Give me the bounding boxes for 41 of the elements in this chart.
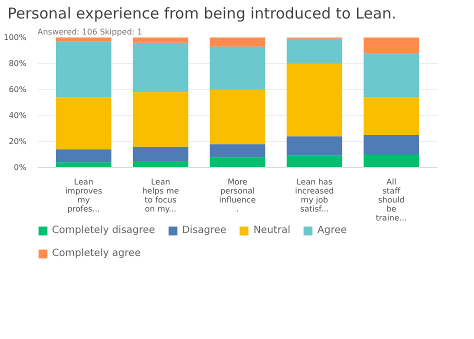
- bar: [210, 46, 266, 90]
- y-tick-label: 60%: [8, 85, 27, 94]
- legend-label: Completely agree: [52, 248, 141, 259]
- bar: [56, 41, 112, 98]
- bar: [56, 149, 112, 162]
- y-tick-label: 80%: [8, 59, 27, 68]
- y-tick-label: 20%: [8, 137, 27, 146]
- x-tick-label: Lean helps me to focus on my...: [142, 178, 180, 214]
- bar: [286, 38, 342, 64]
- bar: [364, 53, 420, 98]
- x-tick-label: Lean improves my profes...: [65, 178, 102, 214]
- legend-label: Neutral: [253, 225, 290, 236]
- x-tick-label: All staff should be traine...: [376, 178, 407, 222]
- bar: [132, 92, 188, 147]
- legend-label: Agree: [317, 225, 347, 236]
- bar: [56, 38, 112, 42]
- bar: [286, 136, 342, 156]
- bar: [364, 135, 420, 154]
- bar: [132, 42, 188, 92]
- y-tick-label: 0%: [14, 163, 27, 172]
- chart-title: Personal experience from being introduced to Lean.: [8, 4, 396, 22]
- bar: [364, 97, 420, 135]
- y-tick-label: 40%: [8, 111, 27, 120]
- bar: [210, 157, 266, 168]
- bar: [286, 156, 342, 168]
- bar: [210, 90, 266, 144]
- x-tick-label: More personal influence .: [219, 178, 256, 214]
- bar: [364, 38, 420, 54]
- bar: [56, 97, 112, 150]
- bar: [286, 64, 342, 136]
- bar: [132, 161, 188, 168]
- bar: [364, 154, 420, 168]
- bar: [132, 146, 188, 161]
- bar: [210, 144, 266, 158]
- legend-label: Completely disagree: [52, 225, 156, 236]
- bar: [132, 38, 188, 43]
- x-tick-label: Lean has increased my job satisf...: [295, 178, 334, 214]
- legend-label: Disagree: [182, 225, 226, 236]
- bar: [210, 38, 266, 47]
- y-tick-label: 100%: [4, 33, 27, 42]
- chart-subtitle: Answered: 106 Skipped: 1: [38, 28, 142, 36]
